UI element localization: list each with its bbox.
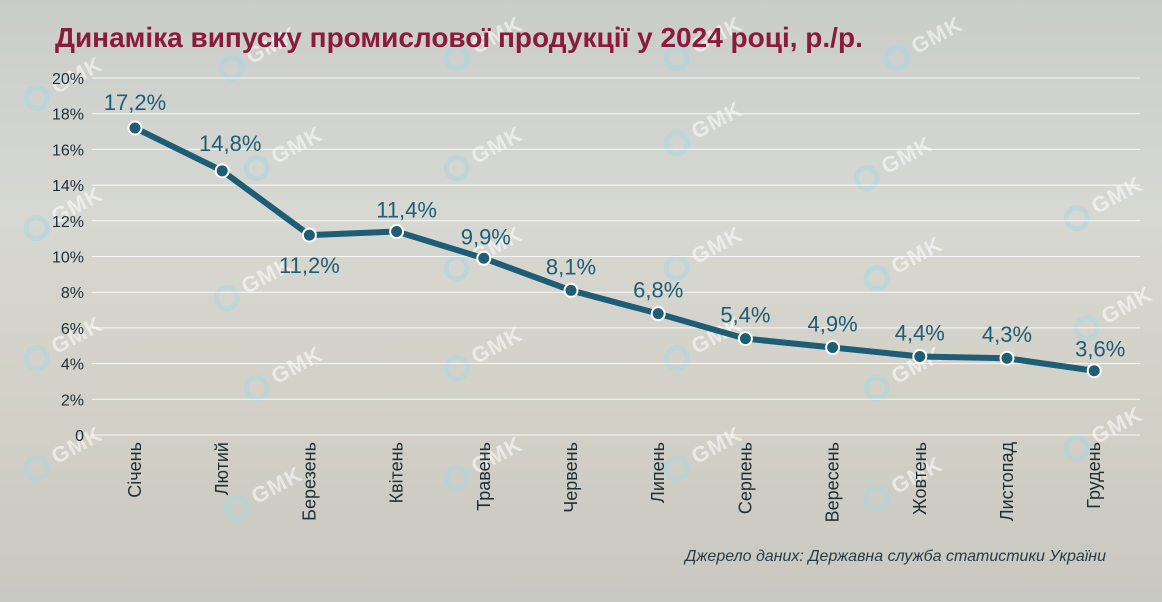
data-point: [127, 120, 143, 136]
data-label: 3,6%: [1075, 337, 1125, 362]
series-line: [132, 124, 1098, 374]
y-tick-label: 8%: [61, 285, 84, 302]
data-point: [389, 224, 405, 240]
data-label: 14,8%: [199, 131, 261, 156]
data-label: 11,2%: [279, 253, 340, 278]
data-label: 8,1%: [546, 254, 596, 279]
y-tick-label: 20%: [52, 71, 84, 88]
data-label: 11,4%: [376, 198, 437, 223]
data-label: 9,9%: [461, 224, 511, 249]
data-point: [301, 227, 317, 243]
data-point: [912, 348, 928, 364]
data-point: [825, 340, 841, 356]
y-tick-label: 12%: [52, 214, 84, 231]
y-tick-label: 16%: [52, 142, 84, 159]
data-point: [214, 163, 230, 179]
x-tick-label: Грудень: [1084, 442, 1104, 509]
x-tick-label: Квітень: [387, 442, 407, 503]
x-tick-label: Лютий: [212, 442, 232, 495]
y-tick-label: 10%: [52, 250, 84, 267]
y-tick-label: 2%: [61, 392, 84, 409]
x-tick-label: Липень: [648, 442, 668, 503]
data-point: [476, 250, 492, 266]
x-tick-label: Травень: [474, 442, 494, 511]
data-point: [563, 282, 579, 298]
data-label: 4,9%: [808, 312, 858, 337]
x-tick-label: Жовтень: [910, 442, 930, 515]
y-tick-label: 4%: [61, 357, 84, 374]
y-tick-label: 0: [75, 428, 84, 445]
data-point: [650, 306, 666, 322]
data-label: 5,4%: [720, 303, 770, 328]
data-source-note: Джерело даних: Державна служба статистик…: [685, 548, 1106, 565]
data-point: [999, 350, 1015, 366]
y-tick-label: 18%: [52, 107, 84, 124]
data-label: 17,2%: [104, 90, 166, 115]
y-tick-label: 14%: [52, 178, 84, 195]
data-label: 4,4%: [895, 320, 945, 345]
x-tick-label: Червень: [561, 442, 581, 513]
data-point: [737, 331, 753, 347]
x-tick-label: Листопад: [997, 442, 1017, 522]
x-tick-label: Січень: [125, 442, 145, 498]
chart-title: Динаміка випуску промислової продукції у…: [55, 22, 863, 53]
data-label: 6,8%: [633, 278, 683, 303]
x-tick-label: Серпень: [735, 442, 755, 514]
data-point: [1086, 363, 1102, 379]
y-tick-label: 6%: [61, 321, 84, 338]
x-tick-label: Вересень: [823, 442, 843, 522]
x-tick-label: Березень: [299, 442, 319, 521]
data-label: 4,3%: [982, 322, 1032, 347]
